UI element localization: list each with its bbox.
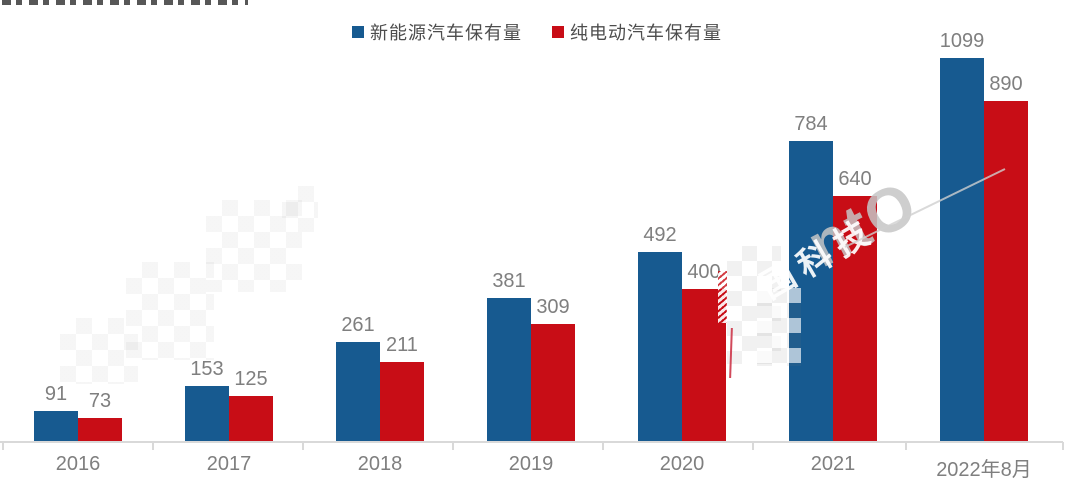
bar-value-label: 640 bbox=[838, 168, 872, 190]
x-axis-label: 2022年8月 bbox=[936, 459, 1032, 481]
x-axis-label: 2017 bbox=[206, 453, 252, 475]
bar-bev-2021 bbox=[833, 196, 877, 441]
bar-value-label: 91 bbox=[44, 383, 68, 405]
bar-value-label: 492 bbox=[643, 224, 677, 246]
axis-tick-7 bbox=[1062, 442, 1064, 450]
bar-value-label: 381 bbox=[492, 270, 526, 292]
legend-swatch-bev-icon bbox=[552, 26, 564, 38]
bar-nev-2017 bbox=[185, 386, 229, 441]
legend-swatch-nev-icon bbox=[352, 26, 364, 38]
bar-nev-2019 bbox=[487, 298, 531, 441]
axis-tick-0 bbox=[2, 442, 4, 450]
bar-value-label: 153 bbox=[190, 358, 224, 380]
axis-tick-5 bbox=[752, 442, 754, 450]
bar-value-label: 784 bbox=[794, 113, 828, 135]
x-axis-label: 2020 bbox=[659, 453, 705, 475]
bar-bev-2019 bbox=[531, 324, 575, 441]
axis-tick-3 bbox=[452, 442, 454, 450]
bar-bev-2017 bbox=[229, 396, 273, 441]
watermark-mosaic-left-2 bbox=[126, 262, 214, 360]
bar-value-label: 1099 bbox=[939, 30, 985, 52]
legend-label-bev: 纯电动汽车保有量 bbox=[570, 23, 722, 43]
x-axis-label: 2016 bbox=[55, 453, 101, 475]
x-axis-label: 2021 bbox=[810, 453, 856, 475]
legend-item-bev: 纯电动汽车保有量 bbox=[552, 19, 722, 45]
watermark-mosaic-left-4 bbox=[282, 186, 318, 232]
bar-value-label: 125 bbox=[234, 368, 268, 390]
bar-value-label: 400 bbox=[687, 261, 721, 283]
x-axis-label: 2019 bbox=[508, 453, 554, 475]
clipped-title-fragment bbox=[2, 0, 248, 6]
bar-bev-2022年8月 bbox=[984, 101, 1028, 441]
clipped-title-glyph-slivers bbox=[2, 0, 248, 5]
bar-nev-2020 bbox=[638, 252, 682, 441]
watermark-mosaic-left-1 bbox=[60, 318, 138, 384]
legend-label-nev: 新能源汽车保有量 bbox=[370, 23, 522, 43]
x-axis-line bbox=[0, 441, 1063, 443]
bar-nev-2022年8月 bbox=[940, 58, 984, 441]
axis-tick-2 bbox=[302, 442, 304, 450]
bar-value-label: 261 bbox=[341, 314, 375, 336]
chart-legend: 新能源汽车保有量 纯电动汽车保有量 bbox=[352, 19, 722, 45]
bar-value-label: 309 bbox=[536, 296, 570, 318]
bar-nev-2016 bbox=[34, 411, 78, 441]
axis-tick-6 bbox=[905, 442, 907, 450]
watermark-mosaic-right-2 bbox=[757, 288, 801, 366]
watermark-jagged-edge bbox=[718, 271, 727, 323]
bar-value-label: 890 bbox=[989, 73, 1023, 95]
watermark-mosaic-left-3 bbox=[206, 200, 302, 292]
axis-tick-4 bbox=[602, 442, 604, 450]
bar-bev-2016 bbox=[78, 418, 122, 441]
bar-nev-2018 bbox=[336, 342, 380, 441]
legend-item-nev: 新能源汽车保有量 bbox=[352, 19, 522, 45]
axis-tick-1 bbox=[152, 442, 154, 450]
bar-bev-2018 bbox=[380, 362, 424, 441]
x-axis-label: 2018 bbox=[357, 453, 403, 475]
bar-value-label: 211 bbox=[386, 334, 418, 356]
bar-value-label: 73 bbox=[88, 390, 112, 412]
